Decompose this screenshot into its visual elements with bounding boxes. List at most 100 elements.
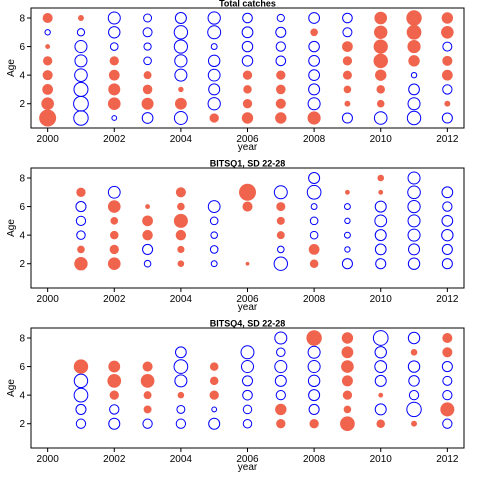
- negative-bubble: [308, 40, 320, 53]
- positive-bubble: [442, 55, 453, 66]
- negative-bubble: [75, 215, 87, 227]
- positive-bubble: [41, 97, 54, 111]
- negative-bubble: [308, 403, 320, 415]
- negative-bubble: [107, 11, 121, 25]
- x-tick-label: 2010: [370, 294, 393, 305]
- negative-bubble: [407, 97, 421, 111]
- negative-bubble: [442, 418, 453, 429]
- negative-bubble: [142, 27, 153, 38]
- positive-bubble: [243, 85, 252, 94]
- negative-bubble: [273, 256, 289, 271]
- positive-bubble: [341, 375, 353, 387]
- negative-bubble: [274, 374, 287, 387]
- negative-bubble: [408, 375, 420, 387]
- y-tick-label: 8: [19, 174, 25, 185]
- negative-bubble: [308, 12, 320, 24]
- positive-bubble: [276, 70, 286, 80]
- x-tick-label: 2002: [103, 134, 126, 145]
- negative-bubble: [209, 245, 219, 254]
- negative-bubble: [73, 110, 89, 126]
- positive-bubble: [306, 330, 322, 346]
- plot-frame: [30, 7, 465, 129]
- positive-bubble: [143, 391, 152, 400]
- positive-bubble: [42, 56, 53, 66]
- negative-bubble: [374, 200, 387, 213]
- negative-bubble: [274, 331, 288, 345]
- positive-bubble: [343, 405, 352, 414]
- negative-bubble: [407, 171, 421, 185]
- negative-bubble: [73, 95, 89, 112]
- negative-bubble: [44, 29, 51, 36]
- positive-bubble: [408, 55, 420, 67]
- positive-bubble: [142, 229, 153, 241]
- negative-bubble: [374, 403, 387, 416]
- y-axis-label: Age: [6, 219, 17, 237]
- negative-bubble: [173, 359, 189, 374]
- panel-2: BITSQ1, SD 22-28 2000 2002 2004 2006 2008 2010…: [6, 159, 465, 313]
- positive-bubble: [177, 260, 185, 268]
- panel-1: Total catches 2000 2002 2004 2006 2008 2010 201…: [6, 0, 465, 153]
- negative-bubble: [176, 404, 186, 414]
- positive-bubble: [107, 200, 121, 213]
- positive-bubble: [74, 257, 88, 271]
- positive-bubble: [209, 376, 219, 386]
- negative-bubble: [242, 12, 253, 24]
- negative-bubble: [275, 26, 287, 38]
- negative-bubble: [374, 360, 388, 373]
- negative-bubble: [441, 258, 453, 270]
- negative-bubble: [109, 42, 119, 51]
- negative-bubble: [273, 185, 288, 200]
- negative-bubble: [207, 54, 221, 68]
- negative-bubble: [142, 243, 154, 255]
- negative-bubble: [207, 11, 221, 25]
- negative-bubble: [242, 389, 253, 401]
- negative-bubble: [241, 26, 254, 39]
- negative-bubble: [210, 260, 218, 268]
- positive-bubble: [209, 390, 219, 400]
- negative-bubble: [441, 361, 453, 373]
- negative-bubble: [408, 83, 420, 96]
- positive-bubble: [141, 97, 154, 110]
- negative-bubble: [143, 56, 152, 66]
- positive-bubble: [276, 231, 285, 240]
- negative-bubble: [242, 404, 253, 415]
- positive-bubble: [242, 201, 253, 212]
- y-tick-label: 8: [19, 334, 25, 345]
- x-tick-label: 2008: [303, 134, 326, 145]
- positive-bubble: [242, 70, 253, 80]
- positive-bubble: [77, 245, 85, 254]
- positive-bubble: [45, 44, 51, 49]
- x-tick-label: 2008: [303, 294, 326, 305]
- negative-bubble: [308, 69, 320, 82]
- negative-bubble: [374, 214, 388, 228]
- negative-bubble: [141, 112, 154, 124]
- negative-bubble: [173, 39, 188, 54]
- panel-title: BITSQ1, SD 22-28: [210, 159, 286, 169]
- negative-bubble: [174, 374, 188, 388]
- positive-bubble: [444, 100, 451, 107]
- positive-bubble: [275, 98, 286, 109]
- positive-bubble: [174, 97, 187, 110]
- negative-bubble: [343, 231, 351, 239]
- negative-bubble: [442, 201, 453, 212]
- x-tick-label: 2006: [236, 294, 259, 305]
- negative-bubble: [75, 403, 87, 415]
- positive-bubble: [373, 39, 388, 54]
- negative-bubble: [173, 111, 188, 125]
- positive-bubble: [241, 112, 254, 124]
- negative-bubble: [373, 111, 388, 125]
- negative-bubble: [142, 418, 153, 429]
- y-tick-label: 2: [19, 419, 25, 430]
- positive-bubble: [310, 28, 318, 37]
- negative-bubble: [174, 11, 187, 25]
- positive-bubble: [378, 189, 384, 195]
- positive-bubble: [376, 419, 385, 428]
- x-tick-label: 2002: [103, 294, 126, 305]
- negative-bubble: [107, 185, 121, 199]
- negative-bubble: [309, 216, 319, 226]
- positive-bubble: [276, 419, 286, 429]
- positive-bubble: [407, 39, 421, 54]
- x-axis-label: year: [238, 302, 258, 313]
- positive-bubble: [173, 213, 188, 228]
- negative-bubble: [108, 26, 121, 39]
